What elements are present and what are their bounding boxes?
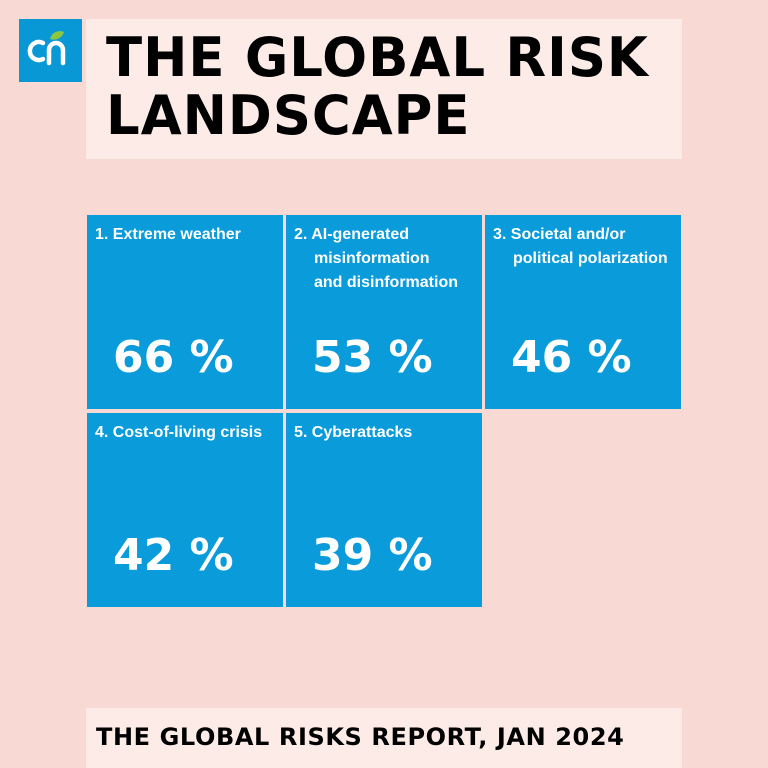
risk-rank: 2. bbox=[294, 226, 308, 243]
cn-leaf-logo-icon bbox=[27, 31, 66, 66]
risk-name: Extreme weather bbox=[112, 226, 241, 243]
risk-name: AI-generated bbox=[311, 226, 409, 243]
risk-label: 1. Extreme weather bbox=[95, 223, 277, 247]
title-panel: THE GLOBAL RISK LANDSCAPE bbox=[86, 19, 682, 159]
risk-percentage: 66 % bbox=[113, 332, 234, 383]
risk-tile-4: 4. Cost-of-living crisis 42 % bbox=[87, 413, 283, 607]
risk-name: Cyberattacks bbox=[311, 424, 413, 441]
risk-percentage: 53 % bbox=[312, 332, 433, 383]
risk-tile-1: 1. Extreme weather 66 % bbox=[87, 215, 283, 409]
risk-percentage: 46 % bbox=[511, 332, 632, 383]
risk-rank: 4. bbox=[95, 424, 109, 441]
footer-panel: THE GLOBAL RISKS REPORT, JAN 2024 bbox=[86, 708, 682, 768]
risk-name: Societal and/or bbox=[510, 226, 626, 243]
brand-logo bbox=[19, 19, 82, 82]
risk-percentage: 39 % bbox=[312, 530, 433, 581]
risk-tile-5: 5. Cyberattacks 39 % bbox=[286, 413, 482, 607]
risk-label: 5. Cyberattacks bbox=[294, 421, 476, 445]
page-title: THE GLOBAL RISK LANDSCAPE bbox=[106, 26, 649, 147]
risk-tile-2: 2. AI-generated misinformation and disin… bbox=[286, 215, 482, 409]
risk-label: 3. Societal and/or political polarizatio… bbox=[493, 223, 675, 271]
risk-percentage: 42 % bbox=[113, 530, 234, 581]
risk-rank: 3. bbox=[493, 226, 507, 243]
risk-name-continued: misinformation and disinformation bbox=[314, 250, 458, 291]
risk-name: Cost-of-living crisis bbox=[112, 424, 263, 441]
risk-rank: 1. bbox=[95, 226, 109, 243]
risk-tile-3: 3. Societal and/or political polarizatio… bbox=[485, 215, 681, 409]
source-caption: THE GLOBAL RISKS REPORT, JAN 2024 bbox=[96, 723, 625, 751]
risk-rank: 5. bbox=[294, 424, 308, 441]
risk-name-continued: political polarization bbox=[513, 250, 668, 267]
risk-label: 2. AI-generated misinformation and disin… bbox=[294, 223, 476, 295]
risk-label: 4. Cost-of-living crisis bbox=[95, 421, 277, 445]
